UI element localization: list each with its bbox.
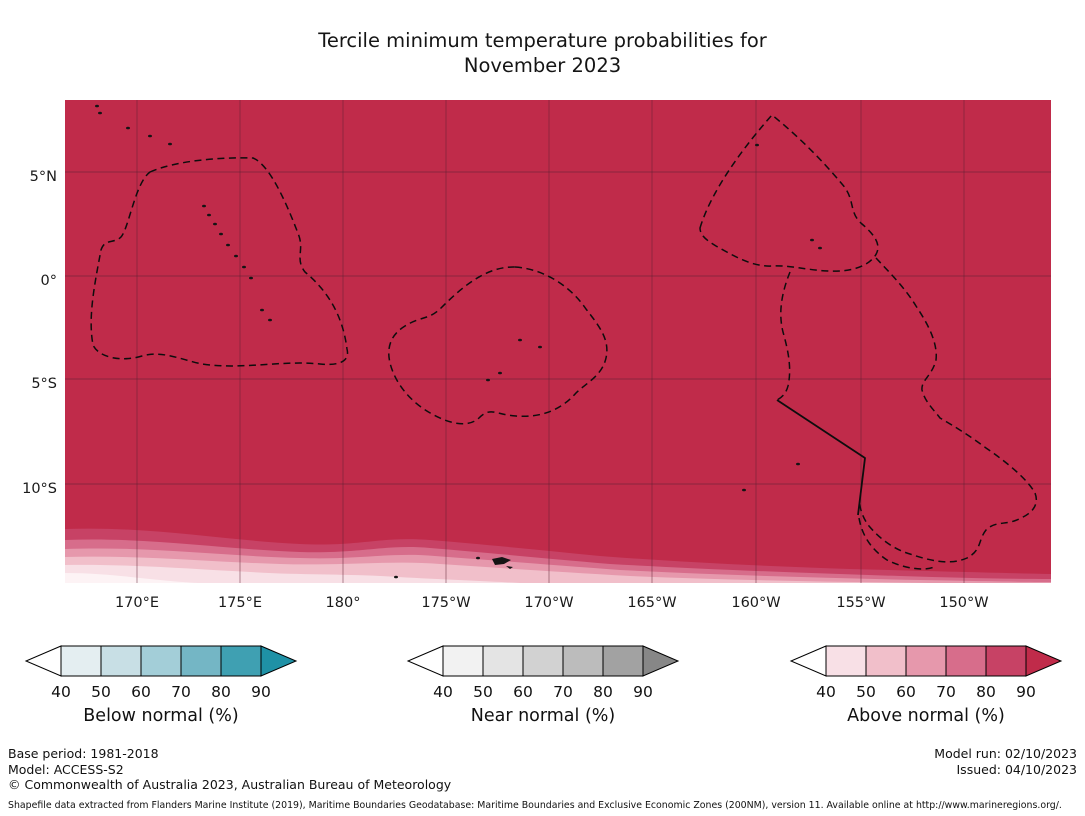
issued-text: Issued: 04/10/2023 [956,761,1078,777]
legend-above-normal-ticks: 40 50 60 70 80 90 [776,683,1076,704]
legend-tick-label: 70 [553,683,573,701]
legend-below-normal: 40 50 60 70 80 90 Below normal (%) [11,644,311,726]
x-tick-label: 180° [326,595,361,611]
legend-below-normal-colorbar [24,645,298,677]
legend-below-normal-ticks: 40 50 60 70 80 90 [11,683,311,704]
map-ocean-fill [65,100,1051,583]
legend-tick-label: 60 [896,683,916,701]
x-tick-label: 150°W [939,595,988,611]
eez-boundary-lines [90,114,1037,570]
legend-tick-label: 40 [433,683,453,701]
island-land-specks [95,104,822,579]
x-tick-label: 170°E [115,595,159,611]
legend-tick-label: 80 [593,683,613,701]
footer-left-block: Base period: 1981-2018 Model: ACCESS-S2 … [8,746,451,793]
legend-above-normal-colorbar [789,645,1063,677]
graticule-gridlines [65,100,1051,583]
legend-tick-label: 50 [91,683,111,701]
legend-tick-label: 90 [251,683,271,701]
legend-tick-label: 70 [936,683,956,701]
legend-tick-label: 40 [51,683,71,701]
x-tick-label: 175°E [218,595,262,611]
probability-contour-bands [65,528,1051,583]
pacific-probability-map: 170°E 175°E 180° 175°W 170°W 165°W 160°W 155°W 1… [22,100,1051,611]
legend-tick-label: 40 [816,683,836,701]
chart-title-line1: Tercile minimum temperature probabilitie… [318,29,767,52]
x-tick-label: 160°W [731,595,780,611]
x-tick-label: 155°W [836,595,885,611]
copyright-text: © Commonwealth of Australia 2023, Austra… [8,777,452,792]
chart-title-line2: November 2023 [463,54,622,77]
x-tick-label: 170°W [524,595,573,611]
legend-tick-label: 50 [856,683,876,701]
legend-tick-label: 90 [1016,683,1036,701]
footer-right-block: Model run: 02/10/2023 Issued: 04/10/2023 [934,746,1077,777]
legend-near-normal-title: Near normal (%) [470,706,616,726]
axis-tick-labels: 170°E 175°E 180° 175°W 170°W 165°W 160°W 155°W 1… [22,169,989,611]
legend-near-normal: 40 50 60 70 80 90 Near normal (%) [393,644,693,726]
legend-below-normal-title: Below normal (%) [83,706,239,726]
legend-near-normal-colorbar [406,645,680,677]
legend-tick-label: 70 [171,683,191,701]
x-tick-label: 165°W [627,595,676,611]
legend-above-normal: 40 50 60 70 80 90 Above normal (%) [776,644,1076,726]
y-tick-label: 5°N [30,169,57,185]
model-run-text: Model run: 02/10/2023 [934,746,1077,761]
legend-tick-label: 80 [976,683,996,701]
legend-tick-label: 60 [131,683,151,701]
model-text: Model: ACCESS-S2 [8,761,124,777]
y-tick-label: 10°S [22,481,57,497]
legend-tick-label: 60 [513,683,533,701]
base-period-text: Base period: 1981-2018 [8,746,159,761]
legend-tick-label: 90 [633,683,653,701]
legend-near-normal-ticks: 40 50 60 70 80 90 [393,683,693,704]
shapefile-attribution-note: Shapefile data extracted from Flanders M… [8,800,1062,811]
y-tick-label: 5°S [31,376,57,392]
x-tick-label: 175°W [421,595,470,611]
legend-tick-label: 80 [211,683,231,701]
chart-title: Tercile minimum temperature probabilitie… [0,28,1085,78]
legend-above-normal-title: Above normal (%) [847,706,1005,726]
y-tick-label: 0° [41,273,57,289]
legend-tick-label: 50 [473,683,493,701]
